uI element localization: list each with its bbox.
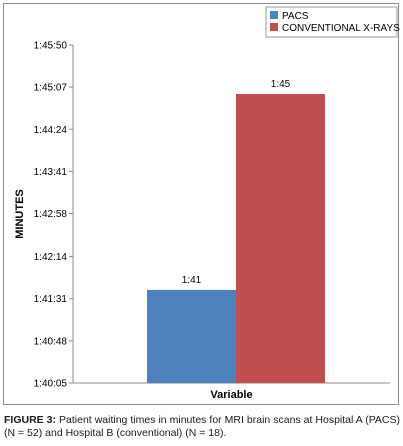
y-tick-label: 1:44:24: [34, 125, 68, 136]
bar-pacs: [147, 289, 236, 383]
y-axis-title: MINUTES: [14, 189, 26, 239]
y-tick-label: 1:43:41: [34, 167, 68, 178]
legend-swatch: [270, 23, 278, 31]
bar-chart: 1:40:05 1:40:48 1:41:31 1:42:14 1:42:58 1:43:…: [14, 6, 400, 401]
y-tick-label: 1:40:05: [34, 379, 68, 390]
legend-box: [265, 6, 398, 38]
y-tick-label: 1:41:31: [34, 294, 68, 305]
chart-frame: 1:40:05 1:40:48 1:41:31 1:42:14 1:42:58 1:43:…: [3, 3, 400, 405]
caption-text: Patient waiting times in minutes for MRI…: [4, 414, 401, 439]
y-tick-label: 1:45:07: [34, 83, 68, 94]
y-tick-label: 1:42:58: [34, 209, 68, 220]
data-label: 1:45: [271, 79, 291, 90]
bar-conventional: [236, 93, 325, 383]
data-label: 1:41: [182, 275, 202, 286]
legend-swatch: [270, 11, 278, 19]
y-tick-label: 1:40:48: [34, 336, 68, 347]
legend-label: PACS: [282, 11, 309, 22]
x-axis-category-label: Variable: [210, 389, 252, 401]
caption-label: FIGURE 3:: [4, 414, 57, 426]
legend-label: CONVENTIONAL X-RAYS: [282, 23, 400, 34]
figure-caption: FIGURE 3: Patient waiting times in minut…: [4, 414, 400, 440]
y-tick-label: 1:42:14: [34, 252, 68, 263]
y-tick-label: 1:45:50: [34, 41, 68, 52]
